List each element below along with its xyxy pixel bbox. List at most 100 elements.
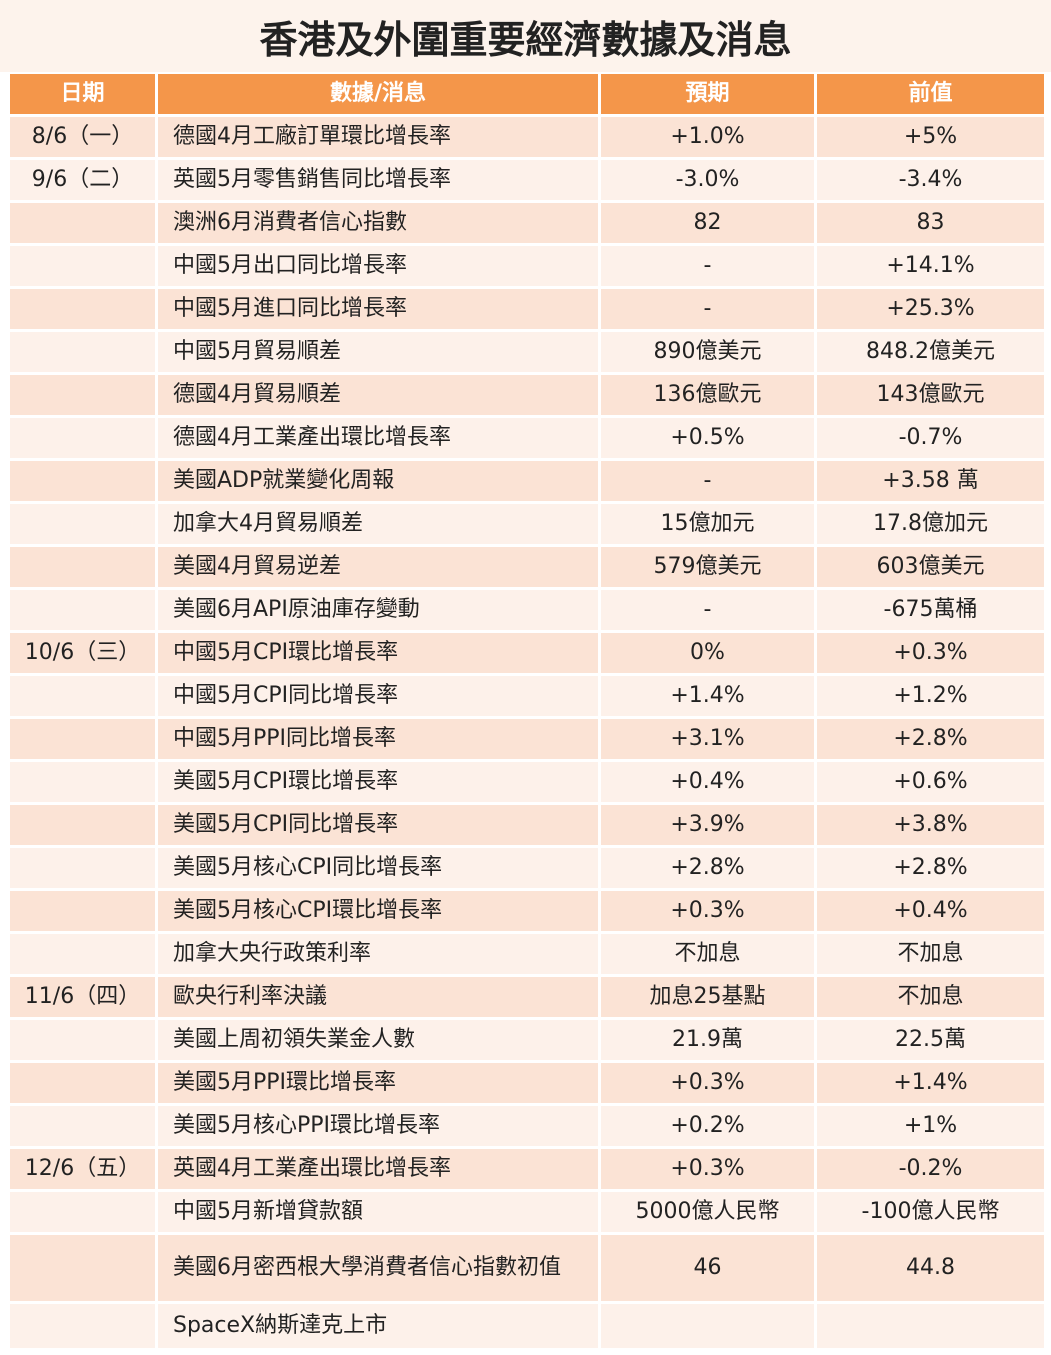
date-cell <box>10 719 155 759</box>
date-cell <box>10 418 155 458</box>
previous-cell <box>817 1304 1044 1348</box>
item-cell: 中國5月出口同比增長率 <box>158 246 598 286</box>
cell-text: - <box>703 296 712 322</box>
cell-text: 美國6月密西根大學消費者信心指數初值 <box>173 1255 561 1281</box>
date-cell <box>10 1192 155 1232</box>
item-cell: 歐央行利率決議 <box>158 977 598 1017</box>
date-cell <box>10 375 155 415</box>
item-cell: 中國5月PPI同比增長率 <box>158 719 598 759</box>
item-cell: 澳洲6月消費者信心指數 <box>158 203 598 243</box>
forecast-cell: +0.4% <box>601 762 814 802</box>
cell-text: 不加息 <box>674 941 741 967</box>
previous-cell: +1.2% <box>817 676 1044 716</box>
cell-text: 中國5月CPI同比增長率 <box>173 683 399 709</box>
forecast-cell: 15億加元 <box>601 504 814 544</box>
cell-text: 美國4月貿易逆差 <box>173 554 341 580</box>
cell-text: 加息25基點 <box>649 984 766 1010</box>
cell-text: +0.6% <box>893 769 968 795</box>
previous-cell: -100億人民幣 <box>817 1192 1044 1232</box>
previous-cell: -0.2% <box>817 1149 1044 1189</box>
cell-text: 美國上周初領失業金人數 <box>173 1027 416 1053</box>
cell-text: 136億歐元 <box>653 382 762 408</box>
cell-text: - <box>703 468 712 494</box>
date-cell <box>10 504 155 544</box>
cell-text: 中國5月進口同比增長率 <box>173 296 407 322</box>
forecast-cell: +2.8% <box>601 848 814 888</box>
header-cell: 日期 <box>10 74 155 114</box>
header-cell: 數據/消息 <box>158 74 598 114</box>
item-cell: 美國5月核心CPI環比增長率 <box>158 891 598 931</box>
cell-text: 美國5月PPI環比增長率 <box>173 1070 397 1096</box>
cell-text: 中國5月CPI環比增長率 <box>173 640 399 666</box>
forecast-cell: - <box>601 246 814 286</box>
cell-text: 12/6（五） <box>24 1156 141 1182</box>
item-cell: 美國6月密西根大學消費者信心指數初值 <box>158 1235 598 1301</box>
cell-text: +3.8% <box>893 812 968 838</box>
item-cell: 德國4月貿易順差 <box>158 375 598 415</box>
cell-text: 21.9萬 <box>672 1027 743 1053</box>
cell-text: +3.9% <box>670 812 745 838</box>
cell-text: 中國5月貿易順差 <box>173 339 341 365</box>
item-cell: 美國ADP就業變化周報 <box>158 461 598 501</box>
cell-text: +0.3% <box>893 640 968 666</box>
item-cell: 中國5月CPI環比增長率 <box>158 633 598 673</box>
cell-text: +2.8% <box>670 855 745 881</box>
cell-text: +1.2% <box>893 683 968 709</box>
cell-text: 美國6月API原油庫存變動 <box>173 597 420 623</box>
item-cell: 美國5月核心PPI環比增長率 <box>158 1106 598 1146</box>
previous-cell: 不加息 <box>817 977 1044 1017</box>
forecast-cell: 21.9萬 <box>601 1020 814 1060</box>
cell-text: 579億美元 <box>653 554 762 580</box>
forecast-cell: -3.0% <box>601 160 814 200</box>
previous-cell: 不加息 <box>817 934 1044 974</box>
cell-text: +3.58 萬 <box>882 468 979 494</box>
date-cell <box>10 891 155 931</box>
item-cell: 中國5月新增貸款額 <box>158 1192 598 1232</box>
previous-cell: +25.3% <box>817 289 1044 329</box>
cell-text: 83 <box>916 210 945 236</box>
forecast-cell: +1.4% <box>601 676 814 716</box>
cell-text: 數據/消息 <box>329 81 427 107</box>
previous-cell: -0.7% <box>817 418 1044 458</box>
forecast-cell: +0.3% <box>601 1063 814 1103</box>
forecast-cell: +0.2% <box>601 1106 814 1146</box>
cell-text: 加拿大央行政策利率 <box>173 941 372 967</box>
previous-cell: +2.8% <box>817 719 1044 759</box>
date-cell <box>10 805 155 845</box>
cell-text: +3.1% <box>670 726 745 752</box>
date-cell <box>10 848 155 888</box>
cell-text: 美國5月核心CPI環比增長率 <box>173 898 443 924</box>
cell-text: 15億加元 <box>660 511 755 537</box>
previous-cell: 17.8億加元 <box>817 504 1044 544</box>
cell-text: +0.2% <box>670 1113 745 1139</box>
previous-cell: +5% <box>817 117 1044 157</box>
date-cell: 11/6（四） <box>10 977 155 1017</box>
cell-text: +5% <box>903 124 958 150</box>
forecast-cell: +0.5% <box>601 418 814 458</box>
cell-text: 603億美元 <box>876 554 985 580</box>
cell-text: 德國4月工廠訂單環比增長率 <box>173 124 451 150</box>
previous-cell: +0.6% <box>817 762 1044 802</box>
date-cell <box>10 1063 155 1103</box>
header-cell: 前值 <box>817 74 1044 114</box>
cell-text: 143億歐元 <box>876 382 985 408</box>
date-cell: 10/6（三） <box>10 633 155 673</box>
cell-text: 德國4月工業產出環比增長率 <box>173 425 451 451</box>
date-cell <box>10 762 155 802</box>
cell-text: 不加息 <box>897 984 964 1010</box>
cell-text: -3.4% <box>898 167 963 193</box>
date-cell <box>10 547 155 587</box>
cell-text: 不加息 <box>897 941 964 967</box>
date-cell: 8/6（一） <box>10 117 155 157</box>
forecast-cell: 加息25基點 <box>601 977 814 1017</box>
header-cell: 預期 <box>601 74 814 114</box>
previous-cell: +0.4% <box>817 891 1044 931</box>
cell-text: +0.4% <box>893 898 968 924</box>
cell-text: 英國5月零售銷售同比增長率 <box>173 167 451 193</box>
cell-text: 82 <box>693 210 722 236</box>
item-cell: 英國5月零售銷售同比增長率 <box>158 160 598 200</box>
forecast-cell: +0.3% <box>601 1149 814 1189</box>
cell-text: 美國5月CPI同比增長率 <box>173 812 399 838</box>
title: 香港及外圍重要經濟數據及消息 <box>0 0 1051 72</box>
